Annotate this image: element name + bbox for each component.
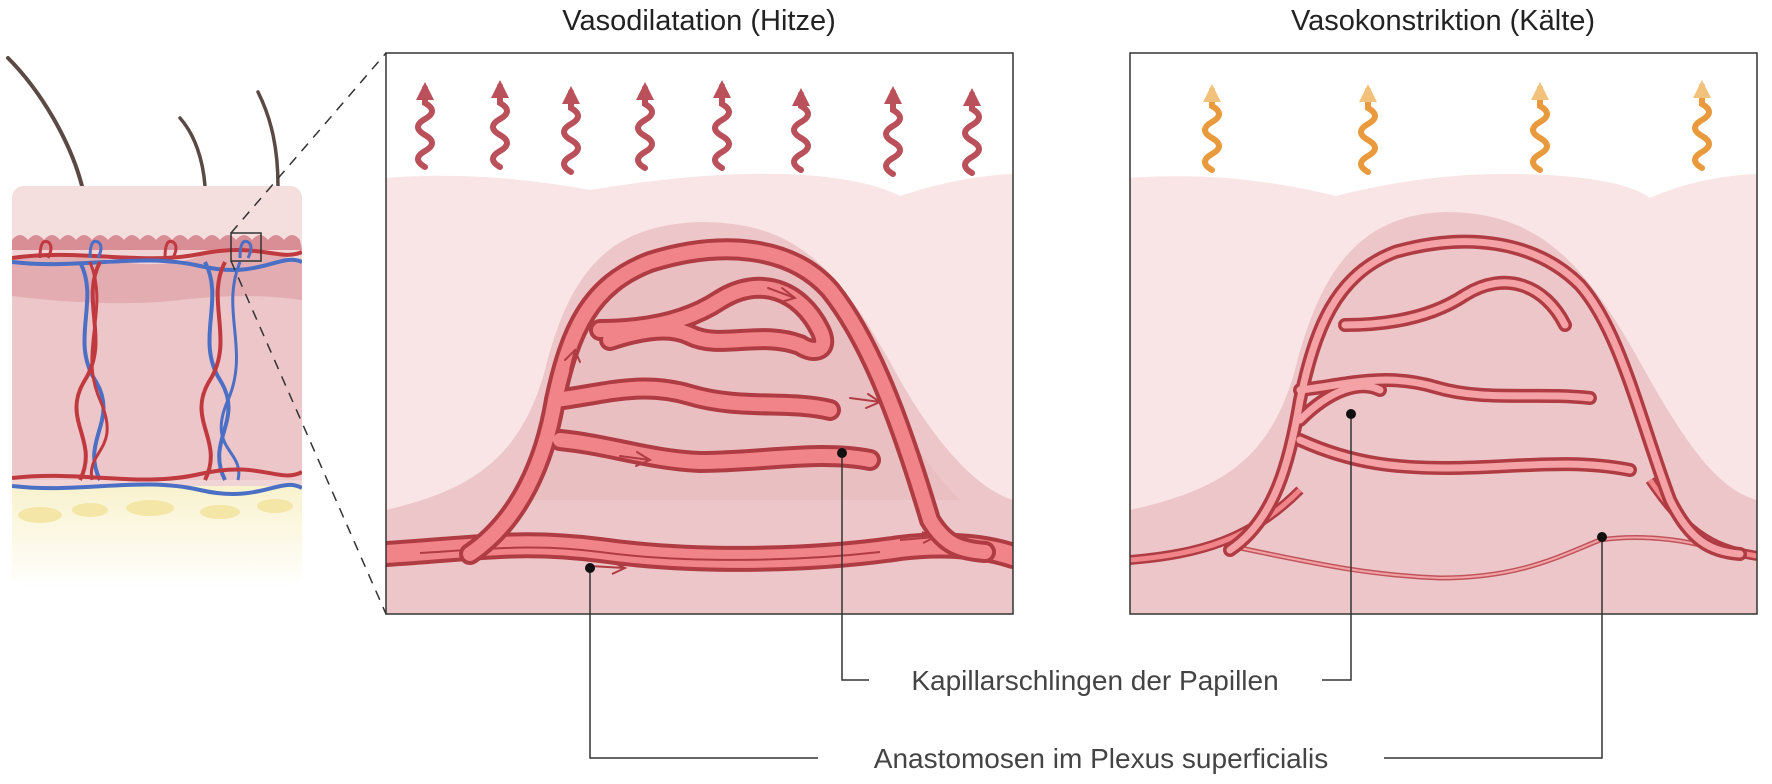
- leader-dot: [1597, 532, 1607, 542]
- hair: [8, 58, 82, 186]
- panel-title-vasodilatation: Vasodilatation (Hitze): [562, 5, 835, 37]
- hair: [258, 92, 278, 186]
- skin-cross-section: [8, 58, 302, 590]
- label-anastomoses: Anastomosen im Plexus superficialis: [874, 743, 1328, 774]
- panel-vasokonstriktion: [1130, 53, 1757, 614]
- leader-dot: [1346, 409, 1356, 419]
- leader-dot: [585, 563, 595, 573]
- panel-vasodilatation: [386, 53, 1013, 614]
- hair: [180, 118, 205, 186]
- leader-dot: [837, 448, 847, 458]
- label-capillary-loops: Kapillarschlingen der Papillen: [911, 665, 1278, 696]
- panel-title-vasokonstriktion: Vasokonstriktion (Kälte): [1291, 5, 1595, 37]
